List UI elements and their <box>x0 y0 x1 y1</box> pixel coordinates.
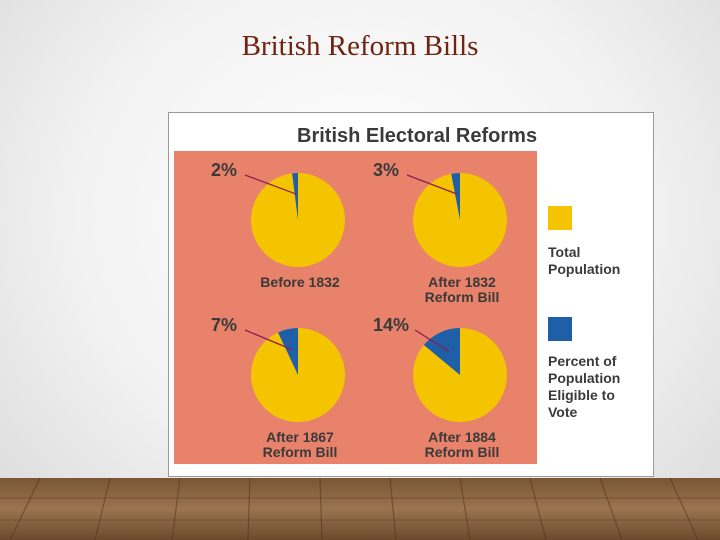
legend-label-line: Population <box>548 370 620 386</box>
pie-percent-label: 14% <box>373 315 409 335</box>
pie-eligible-slice <box>292 173 298 220</box>
pie-1: 2% Before 1832 <box>211 160 345 290</box>
wood-floor <box>0 478 720 540</box>
pie-eligible-slice <box>423 328 460 375</box>
pointer-line <box>406 174 458 195</box>
pie-eligible-slice <box>277 328 298 375</box>
pie-percent-label: 3% <box>373 160 399 180</box>
slide-title: British Reform Bills <box>241 30 479 62</box>
legend-label-line: Total <box>548 244 580 260</box>
pie-percent-label: 2% <box>211 160 237 180</box>
chart-title: British Electoral Reforms <box>297 125 537 147</box>
legend-label-line: Vote <box>548 404 578 420</box>
legend-swatch <box>548 206 572 230</box>
pie-caption-line: After 1884 <box>428 429 496 445</box>
pointer-line <box>414 329 450 353</box>
pie-eligible-slice <box>451 173 460 220</box>
pointer-line <box>244 329 293 351</box>
legend-label-line: Percent of <box>548 353 617 369</box>
legend-label-line: Eligible to <box>548 387 615 403</box>
pie-percent-label: 7% <box>211 315 237 335</box>
pie-caption-line: Before 1832 <box>260 274 340 290</box>
pie-caption-line: Reform Bill <box>425 289 500 305</box>
pie-chart: British Electoral Reforms 2% Before 1832 3… <box>174 125 620 464</box>
pointer-line <box>244 174 297 195</box>
pie-caption-line: After 1867 <box>266 429 334 445</box>
legend-swatch <box>548 317 572 341</box>
pie-caption-line: Reform Bill <box>263 444 338 460</box>
chart-figure: British Electoral Reforms 2% Before 1832 3… <box>168 112 654 477</box>
pie-caption-line: Reform Bill <box>425 444 500 460</box>
legend-label-line: Population <box>548 261 620 277</box>
pie-caption-line: After 1832 <box>428 274 496 290</box>
